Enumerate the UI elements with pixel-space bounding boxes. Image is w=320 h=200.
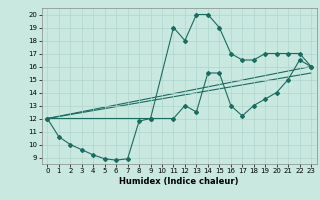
X-axis label: Humidex (Indice chaleur): Humidex (Indice chaleur) xyxy=(119,177,239,186)
